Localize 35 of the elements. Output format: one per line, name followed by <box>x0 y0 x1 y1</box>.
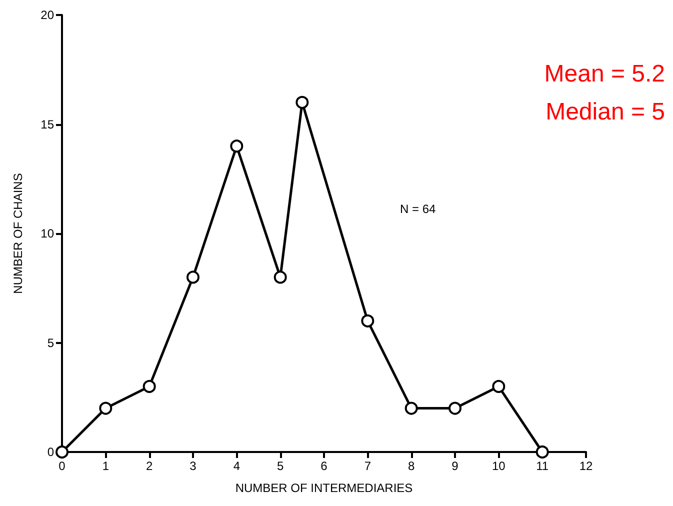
point <box>186 270 200 284</box>
annotation: Mean = 5.2 <box>544 60 665 88</box>
x-tick-label: 7 <box>364 459 372 473</box>
point <box>296 96 309 109</box>
y-tick-label: 5 <box>47 336 54 350</box>
x-tick-label: 10 <box>492 459 506 473</box>
point <box>536 446 549 458</box>
point <box>56 446 68 458</box>
x-tick-label: 6 <box>320 459 328 473</box>
point <box>448 402 462 415</box>
x-tick-label: 5 <box>276 459 284 473</box>
point <box>274 270 287 284</box>
x-tick-label: 12 <box>579 459 593 473</box>
y-axis-title: NUMBER OF CHAINS <box>11 173 25 294</box>
annotation: N = 64 <box>400 202 436 216</box>
y-tick-label: 10 <box>40 226 54 240</box>
x-tick-label: 1 <box>102 459 110 473</box>
x-tick-label: 8 <box>408 459 415 473</box>
x-tick-label: 4 <box>233 459 240 473</box>
point <box>230 140 244 153</box>
annotation: Median = 5 <box>546 98 665 126</box>
x-tick-label: 3 <box>190 459 197 473</box>
point <box>404 402 418 415</box>
y-tick-label: 0 <box>47 445 54 459</box>
x-axis-title: NUMBER OF INTERMEDIARIES <box>235 481 413 495</box>
point <box>99 402 112 415</box>
x-tick-label: 0 <box>58 459 66 473</box>
x-tick-label: 9 <box>452 459 459 473</box>
x-tick-label: 11 <box>536 459 549 473</box>
point <box>361 314 374 328</box>
y-tick-label: 15 <box>40 117 54 132</box>
point <box>492 380 506 393</box>
point <box>142 380 156 393</box>
y-tick-label: 20 <box>40 8 54 22</box>
x-tick-label: 2 <box>146 459 153 473</box>
